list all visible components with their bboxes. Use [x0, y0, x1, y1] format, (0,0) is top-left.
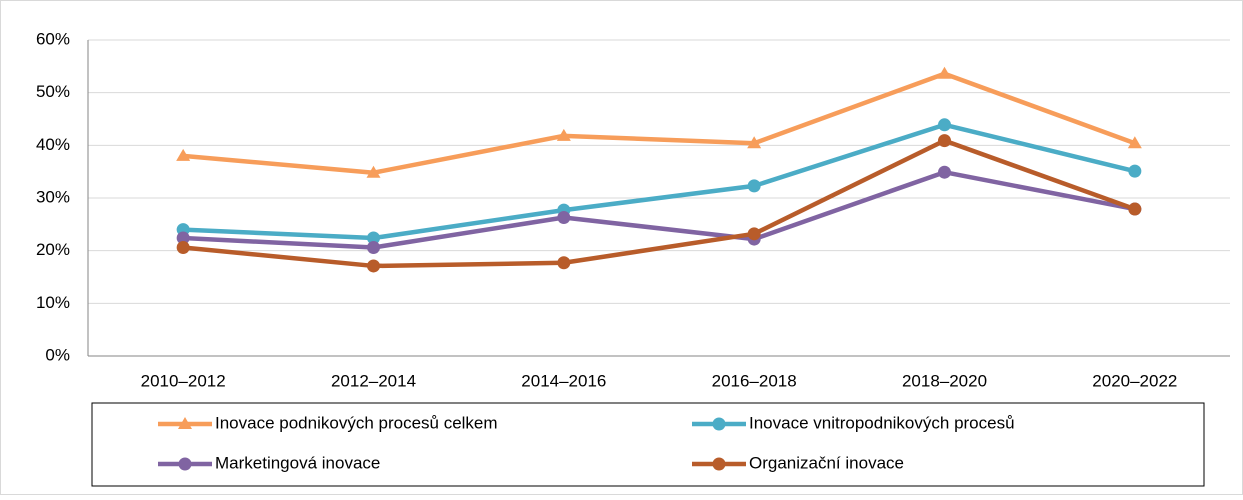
legend-label: Inovace podnikových procesů celkem	[215, 413, 498, 432]
y-tick-label: 30%	[36, 187, 70, 206]
marker	[366, 165, 381, 178]
legend-label: Inovace vnitropodnikových procesů	[749, 413, 1015, 432]
marker	[747, 227, 761, 241]
series-line	[183, 169, 1136, 250]
marker	[938, 134, 951, 148]
marker	[556, 128, 571, 141]
y-tick-label: 40%	[36, 135, 70, 154]
y-tick-label: 20%	[36, 240, 70, 259]
legend-label: Marketingová inovace	[215, 453, 380, 472]
series-line	[182, 71, 1136, 175]
series-line	[182, 138, 1136, 269]
legend-marker	[712, 417, 726, 431]
marker	[747, 136, 762, 149]
series-line	[183, 122, 1136, 241]
marker	[747, 179, 761, 193]
legend-label: Organizační inovace	[749, 453, 904, 472]
x-tick-label: 2020–2022	[1092, 371, 1177, 390]
x-tick-label: 2016–2018	[712, 371, 797, 390]
y-tick-label: 50%	[36, 82, 70, 101]
marker	[1128, 164, 1142, 178]
y-tick-label: 0%	[45, 345, 70, 364]
y-tick-label: 60%	[36, 29, 70, 48]
x-tick-label: 2012–2014	[331, 371, 416, 390]
marker	[937, 66, 952, 79]
marker	[938, 118, 951, 132]
marker	[367, 259, 380, 273]
marker	[557, 256, 571, 270]
x-tick-label: 2014–2016	[521, 371, 606, 390]
legend-box	[91, 402, 1205, 487]
marker	[176, 241, 190, 255]
legend-marker	[712, 457, 726, 471]
x-tick-label: 2010–2012	[141, 371, 226, 390]
x-tick-label: 2018–2020	[902, 371, 987, 390]
y-tick-label: 10%	[36, 293, 70, 312]
legend-marker	[178, 417, 192, 429]
marker	[1128, 202, 1142, 216]
marker	[367, 231, 380, 245]
marker	[176, 148, 191, 161]
marker	[938, 165, 951, 179]
marker	[1127, 136, 1142, 149]
marker	[367, 241, 380, 255]
legend-marker	[178, 457, 192, 471]
marker	[557, 210, 571, 224]
marker	[176, 231, 190, 245]
